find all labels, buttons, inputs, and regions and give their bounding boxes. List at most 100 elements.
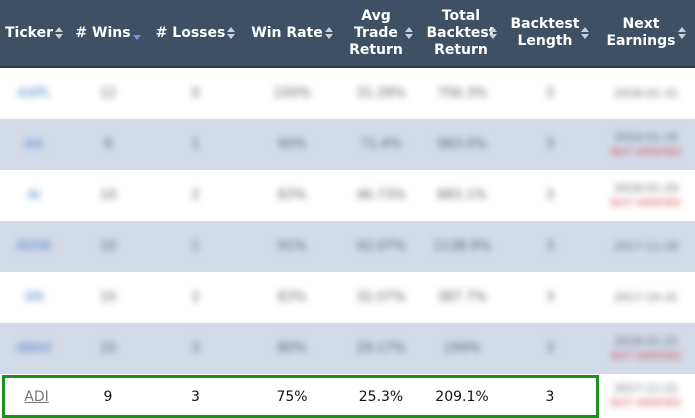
column-header-avg-trade-return[interactable]: Avg Trade Return bbox=[341, 0, 421, 66]
length-cell: 3 bbox=[545, 188, 555, 203]
length-cell: 3 bbox=[545, 239, 555, 254]
earnings-cell: 2018-01-25 NOT VERIFIED bbox=[597, 323, 695, 374]
win-rate-cell: 75% bbox=[276, 388, 308, 405]
sort-descending-icon bbox=[132, 34, 141, 40]
earnings-unverified-label: NOT VERIFIED bbox=[610, 146, 682, 158]
win-rate-cell: 83% bbox=[277, 188, 307, 203]
ticker-link[interactable]: ADI bbox=[24, 388, 49, 405]
column-label: # Wins bbox=[75, 24, 131, 41]
earnings-cell: 2018-01-31 bbox=[597, 68, 695, 119]
earnings-info: 2018-01-29 NOT VERIFIED bbox=[611, 181, 681, 211]
length-cell: 3 bbox=[545, 341, 555, 356]
column-label-line: Trade bbox=[354, 24, 398, 41]
table-row: AI 10 2 83% 46.73% 883.1% 3 2018-01-29 NO… bbox=[0, 170, 695, 221]
sort-both-icon bbox=[227, 26, 236, 40]
column-label-line: Return bbox=[434, 41, 488, 58]
total-return-cell: 387.7% bbox=[437, 290, 487, 305]
losses-cell: 2 bbox=[191, 188, 200, 203]
ticker-link[interactable]: AAPL bbox=[17, 86, 51, 101]
sort-both-icon bbox=[489, 26, 498, 40]
earnings-date: 2017-11-21 bbox=[614, 382, 678, 395]
earnings-date: 2017-10-31 bbox=[614, 291, 678, 304]
column-header-win-rate[interactable]: Win Rate bbox=[243, 0, 341, 66]
earnings-info: 2017-10-31 bbox=[614, 290, 678, 305]
total-return-cell: 199% bbox=[443, 341, 481, 356]
earnings-date: 2018-01-25 bbox=[614, 334, 678, 348]
wins-cell: 9 bbox=[103, 137, 113, 152]
column-header-losses[interactable]: # Losses bbox=[148, 0, 243, 66]
column-label-line: Avg bbox=[361, 7, 391, 24]
column-header-wins[interactable]: # Wins bbox=[68, 0, 148, 66]
earnings-unverified-label: NOT VERIFIED bbox=[610, 350, 682, 362]
avg-return-cell: 31.28% bbox=[356, 86, 406, 101]
column-label-line: Next bbox=[622, 16, 660, 32]
column-label: Total Backtest Return bbox=[427, 8, 496, 59]
earnings-date: 2018-01-16 bbox=[614, 130, 678, 144]
highlighted-table-row: ADI 9 3 75% 25.3% 209.1% 3 bbox=[2, 375, 599, 418]
column-label-line: Backtest bbox=[510, 16, 580, 32]
losses-cell: 0 bbox=[191, 86, 200, 101]
wins-cell: 9 bbox=[103, 388, 113, 405]
wins-cell: 12 bbox=[99, 86, 117, 101]
column-label: Ticker bbox=[5, 24, 53, 41]
ticker-cell: ADI bbox=[5, 378, 68, 415]
earnings-info: 2017-11-28 bbox=[614, 239, 678, 254]
column-header-total-backtest-return[interactable]: Total Backtest Return bbox=[421, 0, 503, 66]
total-return-cell: 883.1% bbox=[437, 188, 487, 203]
losses-cell: 2 bbox=[191, 290, 200, 305]
wins-cell: 10 bbox=[99, 341, 117, 356]
earnings-cell: 2017-11-21 NOT VERIFIED bbox=[597, 374, 695, 418]
ticker-link[interactable]: ADSK bbox=[16, 239, 52, 254]
wins-cell: 10 bbox=[99, 239, 117, 254]
losses-cell: 1 bbox=[191, 239, 200, 254]
column-header-next-earnings[interactable]: Next Earnings bbox=[597, 0, 695, 66]
column-label: # Losses bbox=[155, 24, 226, 41]
earnings-info: 2018-01-16 NOT VERIFIED bbox=[611, 130, 681, 160]
table-row: AAPL 12 0 100% 31.28% 756.3% 3 2018-01-3… bbox=[0, 68, 695, 119]
earnings-date: 2018-01-31 bbox=[614, 87, 678, 100]
ticker-link[interactable]: AA bbox=[24, 137, 44, 152]
column-label-line: Length bbox=[517, 33, 573, 49]
total-return-cell: 756.3% bbox=[437, 86, 487, 101]
earnings-cell: 2017-11-28 bbox=[597, 221, 695, 272]
earnings-info: 2017-11-21 NOT VERIFIED bbox=[611, 381, 681, 411]
avg-return-cell: 29.17% bbox=[356, 341, 406, 356]
wins-cell: 10 bbox=[99, 290, 117, 305]
column-label-line: Earnings bbox=[606, 33, 676, 49]
column-header-ticker[interactable]: Ticker bbox=[0, 0, 68, 66]
losses-cell: 1 bbox=[191, 137, 200, 152]
sort-both-icon bbox=[54, 26, 63, 40]
total-return-cell: 983.0% bbox=[437, 137, 487, 152]
sort-both-icon bbox=[677, 26, 686, 40]
earnings-unverified-label: NOT VERIFIED bbox=[610, 197, 682, 209]
ticker-link[interactable]: ABAX bbox=[16, 341, 52, 356]
earnings-date: 2018-01-29 bbox=[614, 181, 678, 195]
avg-return-cell: 46.73% bbox=[356, 188, 406, 203]
ticker-link[interactable]: AI bbox=[27, 188, 41, 203]
losses-cell: 3 bbox=[191, 341, 200, 356]
ticker-link[interactable]: AN bbox=[24, 290, 44, 305]
sort-both-icon bbox=[404, 26, 413, 40]
table-header: Ticker # Wins # Losses Win Rate Avg Trad… bbox=[0, 0, 695, 68]
length-cell: 3 bbox=[545, 86, 555, 101]
earnings-info: 2018-01-25 NOT VERIFIED bbox=[611, 334, 681, 364]
column-label-line: Return bbox=[349, 41, 403, 58]
earnings-cell: 2017-10-31 bbox=[597, 272, 695, 323]
column-label: Backtest Length bbox=[511, 16, 580, 50]
earnings-cell: 2018-01-29 NOT VERIFIED bbox=[597, 170, 695, 221]
avg-return-cell: 42.07% bbox=[356, 239, 406, 254]
table-row: AA 9 1 90% 71.4% 983.0% 3 2018-01-16 NOT … bbox=[0, 119, 695, 170]
table-row: ADSK 10 1 91% 42.07% 1138.9% 3 2017-11-2… bbox=[0, 221, 695, 272]
earnings-date: 2017-11-28 bbox=[614, 240, 678, 253]
losses-cell: 3 bbox=[191, 388, 200, 405]
column-label: Next Earnings bbox=[606, 16, 675, 50]
win-rate-cell: 91% bbox=[277, 239, 307, 254]
length-cell: 3 bbox=[545, 388, 555, 405]
earnings-info: 2018-01-31 bbox=[614, 86, 678, 101]
avg-return-cell: 32.07% bbox=[356, 290, 406, 305]
win-rate-cell: 83% bbox=[277, 290, 307, 305]
length-cell: 3 bbox=[545, 137, 555, 152]
wins-cell: 10 bbox=[99, 188, 117, 203]
column-header-backtest-length[interactable]: Backtest Length bbox=[503, 0, 597, 66]
